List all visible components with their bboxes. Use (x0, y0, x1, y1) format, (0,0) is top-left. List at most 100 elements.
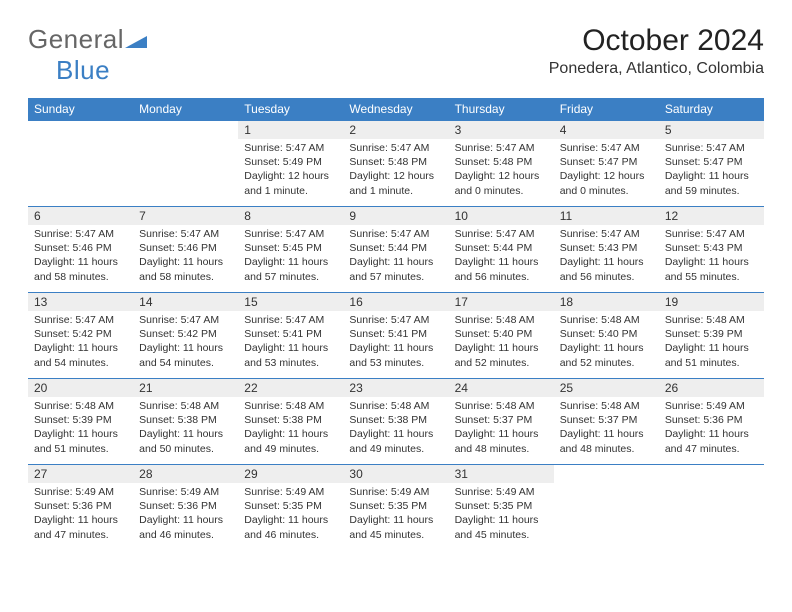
day-details: Sunrise: 5:47 AMSunset: 5:49 PMDaylight:… (238, 139, 343, 204)
day-number: 23 (343, 379, 448, 397)
brand-part1: General (28, 24, 124, 54)
daylight-text: Daylight: 11 hours and 56 minutes. (560, 255, 653, 283)
sunrise-text: Sunrise: 5:47 AM (34, 313, 127, 327)
calendar-cell: 12Sunrise: 5:47 AMSunset: 5:43 PMDayligh… (659, 207, 764, 293)
sunset-text: Sunset: 5:41 PM (349, 327, 442, 341)
day-details: Sunrise: 5:47 AMSunset: 5:44 PMDaylight:… (343, 225, 448, 290)
daylight-text: Daylight: 11 hours and 45 minutes. (349, 513, 442, 541)
calendar-cell (28, 121, 133, 207)
day-details: Sunrise: 5:49 AMSunset: 5:35 PMDaylight:… (449, 483, 554, 548)
weekday-header: Sunday (28, 98, 133, 121)
day-details: Sunrise: 5:47 AMSunset: 5:44 PMDaylight:… (449, 225, 554, 290)
day-number: 12 (659, 207, 764, 225)
calendar-cell: 13Sunrise: 5:47 AMSunset: 5:42 PMDayligh… (28, 293, 133, 379)
calendar-row: 27Sunrise: 5:49 AMSunset: 5:36 PMDayligh… (28, 465, 764, 551)
day-details: Sunrise: 5:49 AMSunset: 5:36 PMDaylight:… (133, 483, 238, 548)
sunrise-text: Sunrise: 5:47 AM (455, 141, 548, 155)
day-number: 21 (133, 379, 238, 397)
daylight-text: Daylight: 11 hours and 54 minutes. (34, 341, 127, 369)
daylight-text: Daylight: 11 hours and 49 minutes. (244, 427, 337, 455)
daylight-text: Daylight: 12 hours and 1 minute. (244, 169, 337, 197)
title-block: October 2024 Ponedera, Atlantico, Colomb… (549, 24, 764, 78)
daylight-text: Daylight: 11 hours and 51 minutes. (34, 427, 127, 455)
sunset-text: Sunset: 5:41 PM (244, 327, 337, 341)
day-number: 31 (449, 465, 554, 483)
day-details: Sunrise: 5:47 AMSunset: 5:42 PMDaylight:… (133, 311, 238, 376)
day-number: 28 (133, 465, 238, 483)
sunset-text: Sunset: 5:47 PM (560, 155, 653, 169)
sunrise-text: Sunrise: 5:48 AM (455, 313, 548, 327)
weekday-header: Tuesday (238, 98, 343, 121)
day-number: 14 (133, 293, 238, 311)
month-title: October 2024 (549, 24, 764, 58)
sunset-text: Sunset: 5:35 PM (244, 499, 337, 513)
calendar-cell: 1Sunrise: 5:47 AMSunset: 5:49 PMDaylight… (238, 121, 343, 207)
sunrise-text: Sunrise: 5:47 AM (244, 313, 337, 327)
weekday-header: Friday (554, 98, 659, 121)
day-details: Sunrise: 5:47 AMSunset: 5:43 PMDaylight:… (659, 225, 764, 290)
calendar-cell: 3Sunrise: 5:47 AMSunset: 5:48 PMDaylight… (449, 121, 554, 207)
page-header: General Blue October 2024 Ponedera, Atla… (28, 24, 764, 86)
sunrise-text: Sunrise: 5:47 AM (560, 141, 653, 155)
day-number: 7 (133, 207, 238, 225)
calendar-cell: 2Sunrise: 5:47 AMSunset: 5:48 PMDaylight… (343, 121, 448, 207)
day-number: 4 (554, 121, 659, 139)
calendar-cell: 16Sunrise: 5:47 AMSunset: 5:41 PMDayligh… (343, 293, 448, 379)
sunset-text: Sunset: 5:36 PM (665, 413, 758, 427)
sunset-text: Sunset: 5:36 PM (34, 499, 127, 513)
sunrise-text: Sunrise: 5:47 AM (244, 141, 337, 155)
sunrise-text: Sunrise: 5:49 AM (34, 485, 127, 499)
sunset-text: Sunset: 5:37 PM (455, 413, 548, 427)
weekday-header-row: SundayMondayTuesdayWednesdayThursdayFrid… (28, 98, 764, 121)
sunrise-text: Sunrise: 5:47 AM (455, 227, 548, 241)
day-number: 13 (28, 293, 133, 311)
day-number: 15 (238, 293, 343, 311)
sunset-text: Sunset: 5:35 PM (349, 499, 442, 513)
sunset-text: Sunset: 5:44 PM (455, 241, 548, 255)
daylight-text: Daylight: 12 hours and 0 minutes. (560, 169, 653, 197)
day-details: Sunrise: 5:47 AMSunset: 5:41 PMDaylight:… (343, 311, 448, 376)
calendar-cell: 20Sunrise: 5:48 AMSunset: 5:39 PMDayligh… (28, 379, 133, 465)
calendar-cell: 24Sunrise: 5:48 AMSunset: 5:37 PMDayligh… (449, 379, 554, 465)
day-number: 17 (449, 293, 554, 311)
sunset-text: Sunset: 5:36 PM (139, 499, 232, 513)
day-details: Sunrise: 5:48 AMSunset: 5:37 PMDaylight:… (449, 397, 554, 462)
sunset-text: Sunset: 5:47 PM (665, 155, 758, 169)
calendar-cell: 15Sunrise: 5:47 AMSunset: 5:41 PMDayligh… (238, 293, 343, 379)
calendar-body: 1Sunrise: 5:47 AMSunset: 5:49 PMDaylight… (28, 121, 764, 551)
brand-part2: Blue (56, 55, 110, 85)
calendar-cell: 26Sunrise: 5:49 AMSunset: 5:36 PMDayligh… (659, 379, 764, 465)
daylight-text: Daylight: 11 hours and 46 minutes. (139, 513, 232, 541)
sunrise-text: Sunrise: 5:47 AM (665, 141, 758, 155)
sunrise-text: Sunrise: 5:49 AM (244, 485, 337, 499)
day-details: Sunrise: 5:49 AMSunset: 5:35 PMDaylight:… (238, 483, 343, 548)
day-details: Sunrise: 5:47 AMSunset: 5:47 PMDaylight:… (659, 139, 764, 204)
day-number: 25 (554, 379, 659, 397)
calendar-cell (133, 121, 238, 207)
day-number: 9 (343, 207, 448, 225)
daylight-text: Daylight: 11 hours and 47 minutes. (665, 427, 758, 455)
sunrise-text: Sunrise: 5:49 AM (349, 485, 442, 499)
day-number: 22 (238, 379, 343, 397)
calendar-cell: 9Sunrise: 5:47 AMSunset: 5:44 PMDaylight… (343, 207, 448, 293)
sunrise-text: Sunrise: 5:47 AM (560, 227, 653, 241)
sunset-text: Sunset: 5:43 PM (560, 241, 653, 255)
sunrise-text: Sunrise: 5:47 AM (139, 227, 232, 241)
sunrise-text: Sunrise: 5:47 AM (349, 141, 442, 155)
daylight-text: Daylight: 11 hours and 52 minutes. (455, 341, 548, 369)
weekday-header: Saturday (659, 98, 764, 121)
day-number: 20 (28, 379, 133, 397)
weekday-header: Monday (133, 98, 238, 121)
day-number: 8 (238, 207, 343, 225)
sunrise-text: Sunrise: 5:48 AM (665, 313, 758, 327)
daylight-text: Daylight: 11 hours and 48 minutes. (560, 427, 653, 455)
sunset-text: Sunset: 5:38 PM (244, 413, 337, 427)
day-details: Sunrise: 5:47 AMSunset: 5:46 PMDaylight:… (28, 225, 133, 290)
calendar-cell: 21Sunrise: 5:48 AMSunset: 5:38 PMDayligh… (133, 379, 238, 465)
day-details: Sunrise: 5:48 AMSunset: 5:38 PMDaylight:… (343, 397, 448, 462)
sunrise-text: Sunrise: 5:48 AM (455, 399, 548, 413)
calendar-cell: 29Sunrise: 5:49 AMSunset: 5:35 PMDayligh… (238, 465, 343, 551)
sunrise-text: Sunrise: 5:47 AM (244, 227, 337, 241)
calendar-cell: 14Sunrise: 5:47 AMSunset: 5:42 PMDayligh… (133, 293, 238, 379)
sunset-text: Sunset: 5:46 PM (34, 241, 127, 255)
